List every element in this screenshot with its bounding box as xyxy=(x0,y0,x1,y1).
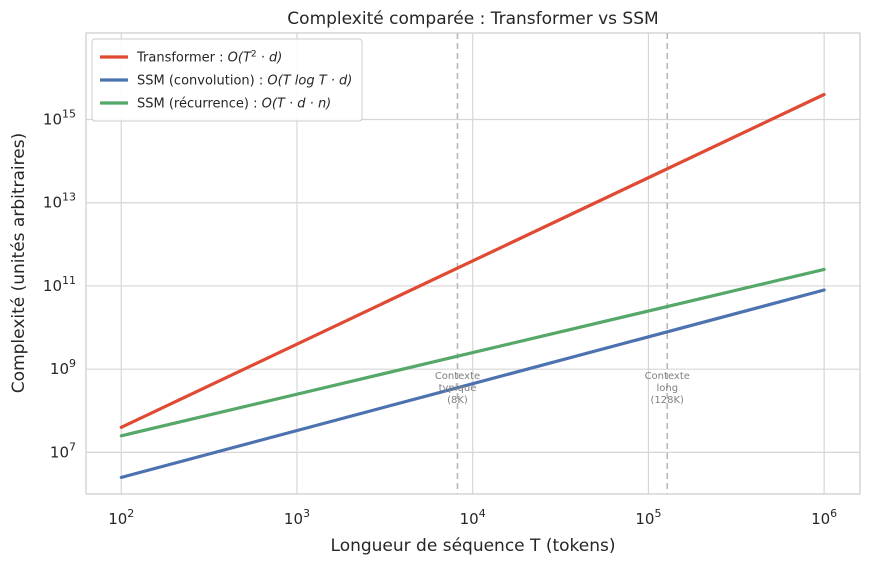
legend-prefix: SSM (récurrence) : xyxy=(137,97,262,112)
x-axis-label: Longueur de séquence T (tokens) xyxy=(331,536,616,556)
legend-math: O(T · d · n) xyxy=(262,97,332,112)
legend: Transformer : O(T2 · d) SSM (convolution)… xyxy=(91,38,363,122)
plot-frame xyxy=(85,32,861,495)
y-tick-mantissa: 10 xyxy=(43,194,62,212)
x-tick-exponent: 4 xyxy=(479,507,486,520)
y-tick-mantissa: 10 xyxy=(43,111,62,129)
x-tick-exponent: 3 xyxy=(303,507,310,520)
context-annotation: Contexte typique (8K) xyxy=(435,371,480,406)
annotation-line: Contexte xyxy=(645,371,690,382)
y-tick-exponent: 15 xyxy=(62,108,76,121)
y-tick-mantissa: 10 xyxy=(50,360,69,378)
y-tick-exponent: 13 xyxy=(62,191,76,204)
y-tick-exponent: 11 xyxy=(62,274,76,287)
annotation-line: typique xyxy=(439,383,477,394)
x-tick-exponent: 5 xyxy=(654,507,661,520)
y-tick-exponent: 7 xyxy=(69,440,76,453)
y-tick-label: 1015 xyxy=(43,108,76,129)
annotation-line: long xyxy=(656,383,678,394)
y-tick-label: 107 xyxy=(50,440,76,461)
x-tick-labels: 102 103 104 105 106 xyxy=(108,507,837,528)
legend-items: Transformer : O(T2 · d) SSM (convolution)… xyxy=(100,50,352,112)
legend-prefix: SSM (convolution) : xyxy=(137,74,267,89)
x-tick-exponent: 6 xyxy=(830,507,837,520)
series-line xyxy=(119,92,826,429)
legend-label: SSM (convolution) : O(T log T · d) xyxy=(137,74,352,89)
legend-label: Transformer : O(T2 · d) xyxy=(136,50,282,66)
legend-label: SSM (récurrence) : O(T · d · n) xyxy=(137,97,331,112)
x-tick-label: 104 xyxy=(460,507,486,528)
y-axis-label: Complexité (unités arbitraires) xyxy=(9,133,29,393)
y-tick-label: 1013 xyxy=(43,191,76,212)
annotations: Contexte typique (8K)Contexte long (128K) xyxy=(435,371,690,406)
x-tick-label: 102 xyxy=(108,507,134,528)
x-tick-mantissa: 10 xyxy=(811,510,830,528)
x-tick-exponent: 2 xyxy=(127,507,134,520)
y-tick-mantissa: 10 xyxy=(43,277,62,295)
x-tick-label: 103 xyxy=(284,507,310,528)
y-tick-exponent: 9 xyxy=(69,357,76,370)
legend-superscript: 2 xyxy=(251,50,257,60)
y-tick-label: 1011 xyxy=(43,274,76,295)
x-tick-label: 106 xyxy=(811,507,837,528)
x-tick-mantissa: 10 xyxy=(108,510,127,528)
x-tick-mantissa: 10 xyxy=(460,510,479,528)
series-line xyxy=(119,267,826,438)
annotation-line: (128K) xyxy=(651,395,685,406)
annotation-line: (8K) xyxy=(447,395,468,406)
legend-math: O(T log T · d) xyxy=(267,74,352,89)
series-lines xyxy=(119,92,826,479)
x-tick-mantissa: 10 xyxy=(635,510,654,528)
grid xyxy=(86,33,860,494)
legend-math: O(T xyxy=(228,51,252,66)
legend-box xyxy=(91,38,363,122)
annotation-line: Contexte xyxy=(435,371,480,382)
y-tick-label: 109 xyxy=(50,357,76,378)
context-markers xyxy=(456,33,669,494)
series-line xyxy=(119,288,826,479)
context-annotation: Contexte long (128K) xyxy=(645,371,690,406)
chart-title: Complexité comparée : Transformer vs SSM xyxy=(287,9,658,29)
x-tick-label: 105 xyxy=(635,507,661,528)
legend-tail: · d) xyxy=(257,51,283,66)
legend-prefix: Transformer : xyxy=(136,51,228,66)
x-tick-mantissa: 10 xyxy=(284,510,303,528)
y-tick-mantissa: 10 xyxy=(50,443,69,461)
